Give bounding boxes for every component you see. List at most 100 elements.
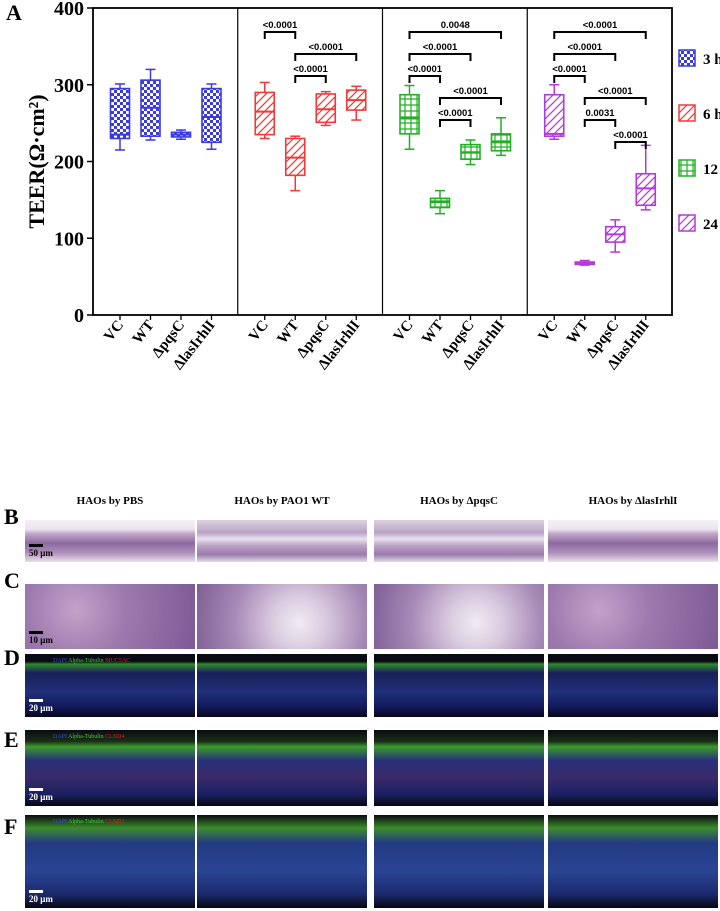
stain-name: Alpha-Tubulin <box>68 819 106 825</box>
stain-legend: DAPI Alpha-Tubulin CLND4 <box>53 734 124 740</box>
stain-name: Alpha-Tubulin <box>68 658 106 664</box>
legend-swatch <box>678 49 696 67</box>
scale-bar: 20 μm <box>29 699 53 713</box>
legend-label: 24 hpi <box>703 217 720 233</box>
significance-bracket <box>263 31 297 39</box>
p-value-label: <0.0001 <box>598 86 633 97</box>
y-tick-label: 100 <box>54 228 84 250</box>
p-value-label: <0.0001 <box>453 86 488 97</box>
stain-legend: DAPI Alpha-Tubulin CLND3 <box>53 819 124 825</box>
column-header-pao1-wt: HAOs by PAO1 WT <box>234 495 330 507</box>
micrograph-b-2 <box>197 520 367 562</box>
micrograph-e-1: DAPI Alpha-Tubulin CLND4 20 μm <box>25 730 195 806</box>
micrograph-f-2 <box>197 815 367 908</box>
column-header-pbs: HAOs by PBS <box>76 495 144 507</box>
stain-name: CLND4 <box>105 734 125 740</box>
stain-name: DAPI <box>53 734 69 740</box>
significance-bracket <box>294 75 327 83</box>
x-tick-label: VC <box>391 318 417 345</box>
scale-bar-line <box>29 544 43 547</box>
y-tick-label: 300 <box>54 75 84 97</box>
significance-bracket <box>583 97 647 105</box>
scale-bar-label: 20 μm <box>29 792 53 802</box>
box-6-hpi-0 <box>254 91 276 136</box>
micrograph-f-4 <box>548 815 718 908</box>
micrograph-b-4 <box>548 520 718 562</box>
significance-bracket <box>408 75 441 83</box>
x-tick-label: WT <box>419 318 447 348</box>
x-tick-label: WT <box>274 318 302 348</box>
y-axis-label: TEER(Ω·cm²) <box>24 94 49 228</box>
stain-name: DAPI <box>53 658 69 664</box>
p-value-label: <0.0001 <box>423 42 458 53</box>
legend-swatch <box>678 214 696 232</box>
panel-label-b: B <box>4 504 19 529</box>
box-24-hpi-3 <box>635 172 657 207</box>
micrograph-f-3 <box>374 815 544 908</box>
micrograph-c-4 <box>548 584 718 649</box>
scale-bar-label: 20 μm <box>29 703 53 713</box>
panel-label-a: A <box>6 0 22 25</box>
panel-label-f: F <box>4 814 18 839</box>
legend-swatch <box>678 104 696 122</box>
panel-label-c: C <box>4 568 20 593</box>
x-tick-label: WT <box>130 318 158 348</box>
x-tick-label: VC <box>535 318 561 345</box>
significance-bracket <box>408 53 472 61</box>
micrograph-e-4 <box>548 730 718 806</box>
micrograph-d-2 <box>197 654 367 717</box>
significance-bracket <box>408 31 502 39</box>
box-6-hpi-2 <box>315 93 337 124</box>
scale-bar: 20 μm <box>29 788 53 802</box>
legend-label: 6 hpi <box>703 107 720 123</box>
micrograph-b-3 <box>374 520 544 562</box>
panel-label-d: D <box>4 645 20 670</box>
micrograph-b-1: 50 μm <box>25 520 195 562</box>
column-header-pqsc: HAOs by ΔpqsC <box>420 495 498 507</box>
micrograph-f-1: DAPI Alpha-Tubulin CLND3 20 μm <box>25 815 195 908</box>
y-tick-label: 400 <box>54 0 84 20</box>
box-24-hpi-0 <box>543 93 565 137</box>
scale-bar-line <box>29 890 43 893</box>
significance-bracket <box>553 53 617 61</box>
x-tick-label: VC <box>246 318 272 345</box>
column-header-lasirhli: HAOs by ΔlasIrhlI <box>588 495 678 507</box>
p-value-label: <0.0001 <box>293 64 328 75</box>
micrograph-c-1: 10 μm <box>25 584 195 649</box>
micrograph-d-1: DAPI Alpha-Tubulin MUC5AC 20 μm <box>25 654 195 717</box>
stain-name: MUC5AC <box>105 658 131 664</box>
scale-bar: 50 μm <box>29 544 53 558</box>
scale-bar-label: 50 μm <box>29 548 53 558</box>
legend-label: 3 hpi <box>703 52 720 68</box>
p-value-label: <0.0001 <box>308 42 343 53</box>
scale-bar: 20 μm <box>29 890 53 904</box>
scale-bar-label: 10 μm <box>29 635 53 645</box>
y-tick-label: 0 <box>74 305 84 327</box>
panel-label-e: E <box>4 727 19 752</box>
scale-bar: 10 μm <box>29 631 53 645</box>
micrograph-d-4 <box>548 654 718 717</box>
micrograph-c-2 <box>197 584 367 649</box>
x-tick-label: VC <box>101 318 127 345</box>
legend-swatch <box>678 159 696 177</box>
scale-bar-line <box>29 631 43 634</box>
scale-bar-line <box>29 699 43 702</box>
stain-name: DAPI <box>53 819 69 825</box>
p-value-label: <0.0001 <box>567 42 602 53</box>
p-value-label: <0.0001 <box>552 64 587 75</box>
significance-bracket <box>294 53 358 61</box>
scale-bar-line <box>29 788 43 791</box>
p-value-label: <0.0001 <box>407 64 442 75</box>
significance-bracket <box>439 97 502 105</box>
micrograph-d-3 <box>374 654 544 717</box>
y-tick-label: 200 <box>54 152 84 174</box>
stain-legend: DAPI Alpha-Tubulin MUC5AC <box>53 658 130 664</box>
micrograph-e-3 <box>374 730 544 806</box>
significance-bracket <box>553 75 586 83</box>
p-value-label: <0.0001 <box>613 130 648 141</box>
significance-bracket <box>553 31 647 39</box>
micrograph-c-3 <box>374 584 544 649</box>
significance-bracket <box>583 119 617 127</box>
stain-name: Alpha-Tubulin <box>68 734 106 740</box>
